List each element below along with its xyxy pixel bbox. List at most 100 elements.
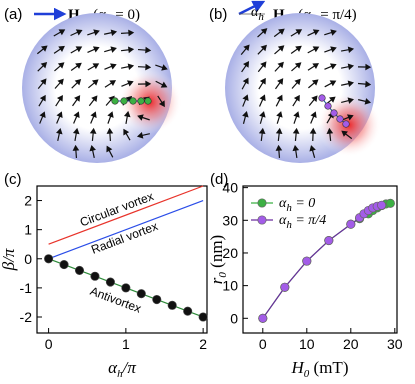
arrow (56, 127, 63, 141)
marker (90, 271, 100, 281)
arrow (307, 29, 320, 37)
trajectory-dot (111, 97, 119, 105)
trajectory-dot (137, 97, 145, 105)
marker (377, 200, 387, 210)
arrow (53, 45, 65, 54)
arrow (308, 79, 319, 89)
arrow (292, 144, 300, 159)
y-axis-label-part: r (207, 277, 226, 284)
legend-label-part: α (279, 213, 287, 228)
y-tick-label: 1 (24, 222, 32, 238)
arrow (120, 29, 135, 37)
x-axis-label-part: 0 (304, 368, 310, 380)
arrow (37, 78, 47, 90)
arrow (273, 28, 285, 38)
arrow (307, 46, 320, 54)
marker (280, 282, 290, 292)
x-tick-label: 0 (259, 336, 267, 352)
arrow (324, 80, 337, 88)
arrow (257, 44, 267, 55)
arrow (37, 61, 48, 72)
y-tick-label: 2 (24, 193, 32, 209)
arrow (241, 77, 249, 90)
trajectory-dot (342, 120, 350, 128)
arrow (357, 63, 372, 71)
panel-label: (c) (4, 171, 22, 188)
arrow (123, 128, 131, 141)
arrow-label: αh (251, 5, 264, 23)
arrow (104, 29, 118, 36)
marker (183, 306, 193, 316)
arrow (137, 114, 150, 121)
marker (121, 283, 131, 293)
x-tick-label: 30 (387, 336, 403, 352)
arrow (290, 29, 303, 37)
arrow (87, 46, 100, 53)
marker (74, 265, 85, 275)
arrow (340, 46, 355, 54)
legend-label-part: h (286, 202, 292, 214)
arrow (137, 46, 152, 54)
legend-label-part: h (286, 219, 292, 231)
arrow (137, 80, 152, 88)
arrow (104, 80, 117, 88)
arrow (157, 95, 165, 108)
arrow (307, 63, 320, 71)
x-axis-label-part: /π (122, 358, 137, 377)
arrow (324, 63, 337, 70)
marker (105, 277, 115, 287)
x-axis-label: H0 (mT) (291, 358, 349, 380)
arrow (155, 64, 168, 71)
arrow (258, 127, 266, 142)
arrow (257, 28, 268, 38)
arrow (257, 61, 267, 73)
arrow (73, 111, 80, 124)
arrow (56, 111, 63, 124)
trajectory-dot (330, 109, 338, 117)
arrow (106, 127, 114, 142)
arrow (137, 63, 152, 71)
arrow (87, 29, 100, 36)
arrow (53, 29, 66, 37)
arrow (36, 45, 48, 55)
field-arrow (238, 0, 266, 16)
y-axis-label: r0 (nm) (207, 235, 229, 284)
arrow (39, 111, 46, 124)
x-axis-label-part: α (108, 358, 118, 377)
plot-frame (36, 185, 208, 334)
arrow (89, 144, 96, 158)
arrow (120, 46, 135, 54)
y-tick-label: 10 (222, 278, 238, 294)
x-tick-label: 0 (45, 336, 53, 352)
arrow (242, 111, 249, 124)
y-axis-label-part: 0 (217, 272, 229, 278)
y-tick-label: 20 (222, 245, 238, 261)
arrow (136, 132, 150, 139)
y-tick-label: -2 (20, 309, 33, 325)
marker (385, 198, 395, 208)
arrow (308, 95, 318, 107)
y-tick-label: 40 (222, 180, 238, 196)
arrow (70, 62, 82, 72)
arrow (70, 29, 83, 37)
arrow (292, 127, 300, 142)
legend-label: αh = π/4 (279, 213, 326, 231)
trajectory-dot (318, 94, 326, 102)
trajectory-dot (336, 115, 344, 123)
arrow (72, 144, 80, 159)
trajectory-dot (120, 97, 128, 105)
arrow (88, 95, 98, 107)
marker (302, 256, 312, 266)
arrow (293, 111, 300, 124)
x-tick-label: 20 (343, 336, 359, 352)
arrow (292, 94, 300, 107)
arrow (258, 94, 266, 107)
marker (346, 219, 356, 229)
arrow (274, 45, 285, 55)
series-annotation: Antivortex (88, 284, 143, 316)
arrow (341, 80, 355, 87)
arrow (38, 94, 46, 107)
x-axis-label: αh/π (108, 358, 136, 380)
vector-field (36, 29, 168, 159)
